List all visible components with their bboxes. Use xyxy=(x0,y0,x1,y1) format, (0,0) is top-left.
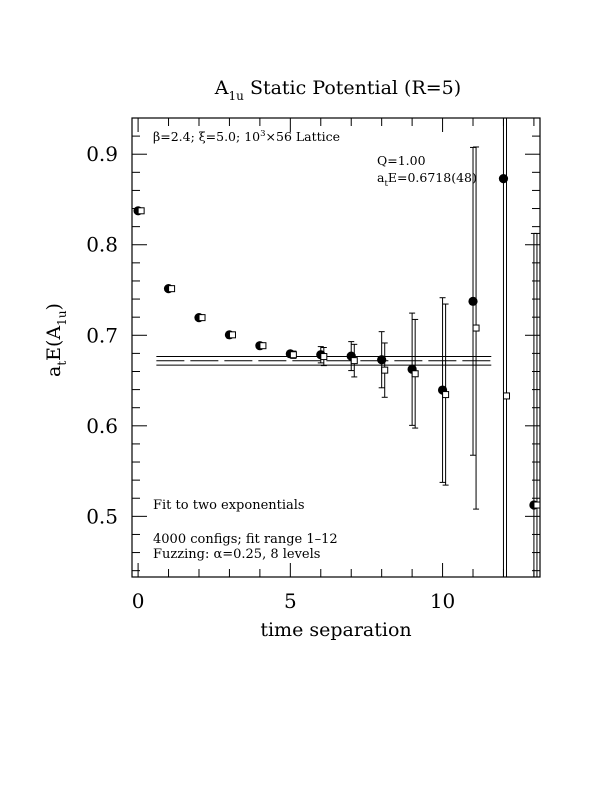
lattice-annotation: β=2.4; ξ=5.0; 103×56 Lattice xyxy=(153,129,340,144)
y-tick-label: 0.7 xyxy=(86,323,118,347)
plot-frame xyxy=(131,117,541,578)
data-point-open-square xyxy=(289,351,297,359)
data-point-open-square xyxy=(381,366,389,374)
data-point-open-square xyxy=(198,314,206,322)
y-axis-label: atE(A1u) xyxy=(43,303,69,377)
data-point-filled-circle xyxy=(468,296,478,306)
data-point-filled-circle xyxy=(498,174,509,184)
y-tick-label: 0.6 xyxy=(86,414,118,438)
x-tick-label: 10 xyxy=(430,589,455,613)
configs-label: 4000 configs; fit range 1–12 xyxy=(153,532,338,547)
data-point-open-square xyxy=(228,331,236,339)
data-point-open-square xyxy=(442,391,450,399)
data-point-open-square xyxy=(320,353,328,361)
data-point-filled-circle xyxy=(377,355,387,365)
y-tick-label: 0.9 xyxy=(86,142,118,166)
x-tick-label: 5 xyxy=(284,589,297,613)
data-point-open-square xyxy=(503,392,511,400)
x-axis-label: time separation xyxy=(260,619,411,641)
x-axis: 0 5 10 xyxy=(132,118,535,613)
data-point-open-square xyxy=(350,357,358,365)
data-point-open-square xyxy=(472,324,480,332)
chart-title: A1u Static Potential (R=5) xyxy=(214,77,461,103)
y-axis: 0.5 0.6 0.7 0.8 0.9 xyxy=(86,135,540,572)
y-tick-label: 0.5 xyxy=(86,504,118,528)
data-points xyxy=(133,118,541,577)
fit-quality-label: Q=1.00 xyxy=(377,153,426,168)
data-point-open-square xyxy=(411,370,419,378)
fit-type-label: Fit to two exponentials xyxy=(153,498,305,513)
fit-energy-label: atE=0.6718(48) xyxy=(377,170,477,189)
x-tick-label: 0 xyxy=(132,589,145,613)
data-point-open-square xyxy=(168,285,176,293)
data-point-open-square xyxy=(259,342,267,350)
fuzzing-label: Fuzzing: α=0.25, 8 levels xyxy=(153,547,320,562)
data-point-open-square xyxy=(533,501,541,509)
data-point-open-square xyxy=(137,207,145,215)
y-tick-label: 0.8 xyxy=(86,233,118,257)
